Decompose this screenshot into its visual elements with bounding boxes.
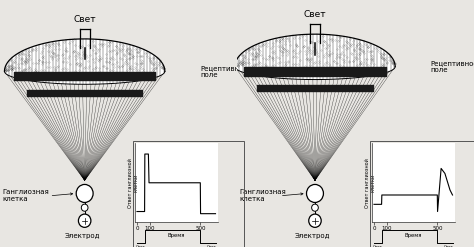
X-axis label: Время: Время [405,233,422,238]
Text: Рецептивное
поле: Рецептивное поле [201,65,248,78]
Circle shape [82,204,88,211]
Text: Ганглиозная
клетка: Ганглиозная клетка [239,189,286,202]
X-axis label: Время: Время [168,233,185,238]
Circle shape [309,214,321,227]
Polygon shape [4,39,165,84]
Text: Электрод: Электрод [295,233,330,239]
Text: Ганглиозная
клетка: Ганглиозная клетка [2,189,49,202]
Text: Свет
включен: Свет включен [132,246,150,247]
Text: Электрод: Электрод [65,233,100,239]
Y-axis label: Ответ ганглиозной
клетки: Ответ ганглиозной клетки [365,158,375,208]
Text: Свет
выключен: Свет выключен [438,246,459,247]
Text: Свет
выключен: Свет выключен [201,246,222,247]
Text: Рецептивное
поле: Рецептивное поле [431,60,474,73]
Text: Свет: Свет [304,10,326,19]
Circle shape [311,204,319,211]
Text: Свет
включен: Свет включен [369,246,387,247]
Polygon shape [235,34,395,80]
Y-axis label: Ответ ганглиозной
клетки: Ответ ганглиозной клетки [128,158,138,208]
Circle shape [76,185,93,203]
Circle shape [78,214,91,227]
Circle shape [307,185,323,203]
Text: Свет: Свет [73,15,96,24]
